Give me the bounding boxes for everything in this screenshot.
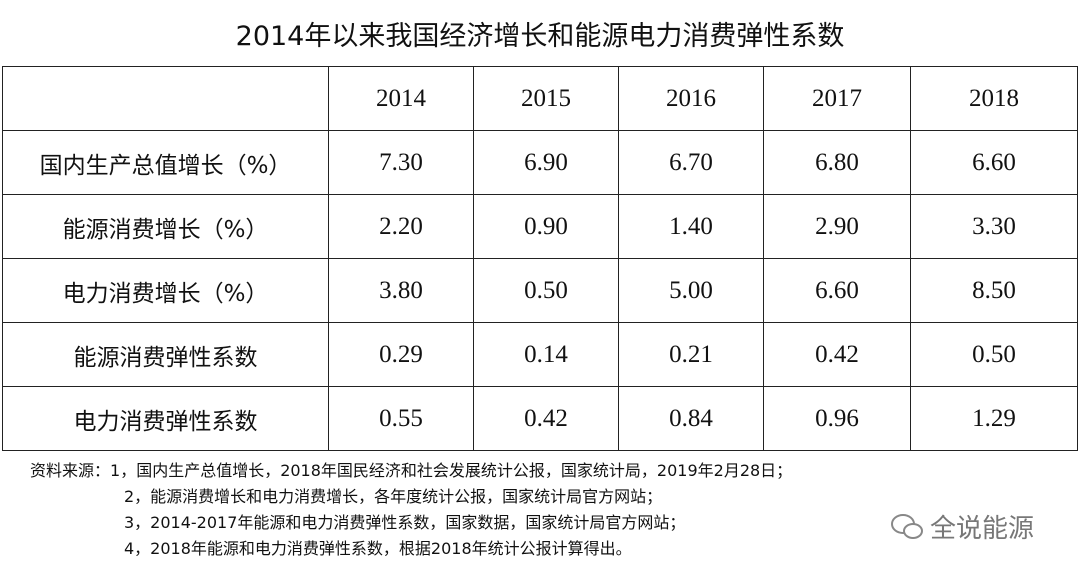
row-label: 电力消费弹性系数 <box>2 386 329 451</box>
note-item: 1，国内生产总值增长，2018年国民经济和社会发展统计公报，国家统计局，2019… <box>110 461 793 480</box>
value-cell: 0.21 <box>618 322 764 387</box>
note-item: 4，2018年能源和电力消费弹性系数，根据2018年统计公报计算得出。 <box>124 539 632 558</box>
value-cell: 0.90 <box>473 194 619 259</box>
note-line: 2，能源消费增长和电力消费增长，各年度统计公报，国家统计局官方网站； <box>30 484 792 510</box>
notes: 资料来源：1，国内生产总值增长，2018年国民经济和社会发展统计公报，国家统计局… <box>30 458 792 562</box>
value-cell: 1.29 <box>910 386 1078 451</box>
row: 国内生产总值增长（%） 7.30 6.90 6.70 6.80 6.60 <box>2 130 1078 195</box>
note-line: 3，2014-2017年能源和电力消费弹性系数，国家数据，国家统计局官方网站； <box>30 510 792 536</box>
wechat-icon <box>891 513 923 539</box>
value-cell: 0.50 <box>473 258 619 323</box>
value-cell: 6.70 <box>618 130 764 195</box>
value-cell: 6.80 <box>763 130 911 195</box>
value-cell: 0.84 <box>618 386 764 451</box>
watermark: 全说能源 <box>890 508 1034 545</box>
note-item: 2，能源消费增长和电力消费增长，各年度统计公报，国家统计局官方网站； <box>124 487 663 506</box>
value-cell: 6.60 <box>763 258 911 323</box>
value-cell: 6.60 <box>910 130 1078 195</box>
value-cell: 0.42 <box>763 322 911 387</box>
title: 2014年以来我国经济增长和能源电力消费弹性系数 <box>235 21 845 52</box>
value-cell: 8.50 <box>910 258 1078 323</box>
value-cell: 6.90 <box>473 130 619 195</box>
note-line: 4，2018年能源和电力消费弹性系数，根据2018年统计公报计算得出。 <box>30 536 792 562</box>
header-cell <box>2 66 329 131</box>
header-cell: 2016 <box>618 66 764 131</box>
row-label: 国内生产总值增长（%） <box>2 130 329 195</box>
header-cell: 2018 <box>910 66 1078 131</box>
header-row: 2014 2015 2016 2017 2018 <box>2 66 1078 131</box>
value-cell: 0.50 <box>910 322 1078 387</box>
row: 电力消费弹性系数 0.55 0.42 0.84 0.96 1.29 <box>2 386 1078 451</box>
row: 能源消费弹性系数 0.29 0.14 0.21 0.42 0.50 <box>2 322 1078 387</box>
row-label: 能源消费弹性系数 <box>2 322 329 387</box>
value-cell: 5.00 <box>618 258 764 323</box>
data-table: 2014 2015 2016 2017 2018 国内生产总值增长（%） 7.30 6.90 6… <box>2 66 1078 451</box>
header-cell: 2017 <box>763 66 911 131</box>
note-item: 3，2014-2017年能源和电力消费弹性系数，国家数据，国家统计局官方网站； <box>124 513 686 532</box>
header-cell: 2014 <box>328 66 474 131</box>
value-cell: 2.90 <box>763 194 911 259</box>
value-cell: 1.40 <box>618 194 764 259</box>
value-cell: 7.30 <box>328 130 474 195</box>
value-cell: 0.14 <box>473 322 619 387</box>
header-cell: 2015 <box>473 66 619 131</box>
note-prefix: 资料来源： <box>30 461 111 480</box>
row-label: 能源消费增长（%） <box>2 194 329 259</box>
value-cell: 3.80 <box>328 258 474 323</box>
watermark-text: 全说能源 <box>930 514 1035 544</box>
value-cell: 2.20 <box>328 194 474 259</box>
row: 电力消费增长（%） 3.80 0.50 5.00 6.60 8.50 <box>2 258 1078 323</box>
row: 能源消费增长（%） 2.20 0.90 1.40 2.90 3.30 <box>2 194 1078 259</box>
value-cell: 0.96 <box>763 386 911 451</box>
value-cell: 0.42 <box>473 386 619 451</box>
value-cell: 0.29 <box>328 322 474 387</box>
value-cell: 3.30 <box>910 194 1078 259</box>
row-label: 电力消费增长（%） <box>2 258 329 323</box>
note-line: 资料来源：1，国内生产总值增长，2018年国民经济和社会发展统计公报，国家统计局… <box>30 458 792 484</box>
value-cell: 0.55 <box>328 386 474 451</box>
